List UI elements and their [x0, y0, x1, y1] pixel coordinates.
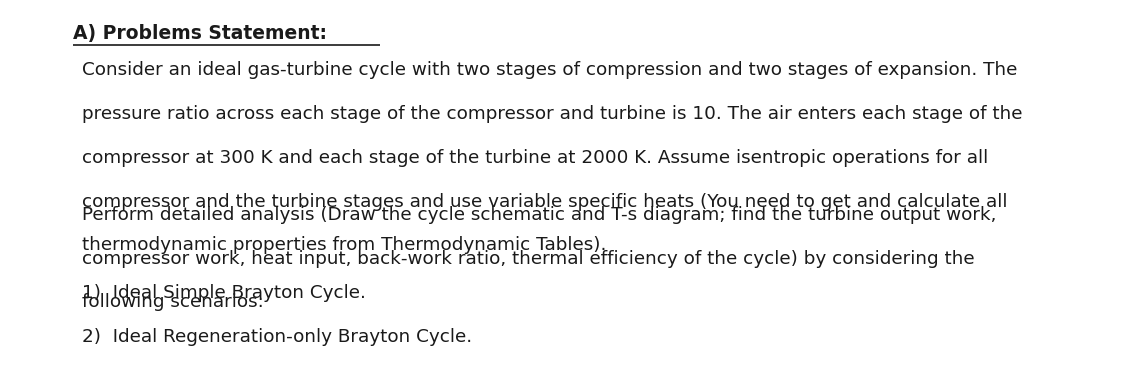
Text: thermodynamic properties from Thermodynamic Tables).: thermodynamic properties from Thermodyna…	[82, 236, 606, 255]
Text: pressure ratio across each stage of the compressor and turbine is 10. The air en: pressure ratio across each stage of the …	[82, 105, 1023, 123]
Text: compressor at 300 K and each stage of the turbine at 2000 K. Assume isentropic o: compressor at 300 K and each stage of th…	[82, 149, 989, 167]
Text: compressor and the turbine stages and use variable specific heats (You need to g: compressor and the turbine stages and us…	[82, 193, 1008, 211]
Text: Consider an ideal gas-turbine cycle with two stages of compression and two stage: Consider an ideal gas-turbine cycle with…	[82, 61, 1017, 79]
Text: Perform detailed analysis (Draw the cycle schematic and T-s diagram; find the tu: Perform detailed analysis (Draw the cycl…	[82, 206, 997, 224]
Text: following scenarios:: following scenarios:	[82, 293, 264, 312]
Text: 2)  Ideal Regeneration-only Brayton Cycle.: 2) Ideal Regeneration-only Brayton Cycle…	[82, 328, 472, 346]
Text: 1)  Ideal Simple Brayton Cycle.: 1) Ideal Simple Brayton Cycle.	[82, 284, 366, 302]
Text: compressor work, heat input, back-work ratio, thermal efficiency of the cycle) b: compressor work, heat input, back-work r…	[82, 250, 974, 268]
Text: A) Problems Statement:: A) Problems Statement:	[73, 24, 327, 43]
